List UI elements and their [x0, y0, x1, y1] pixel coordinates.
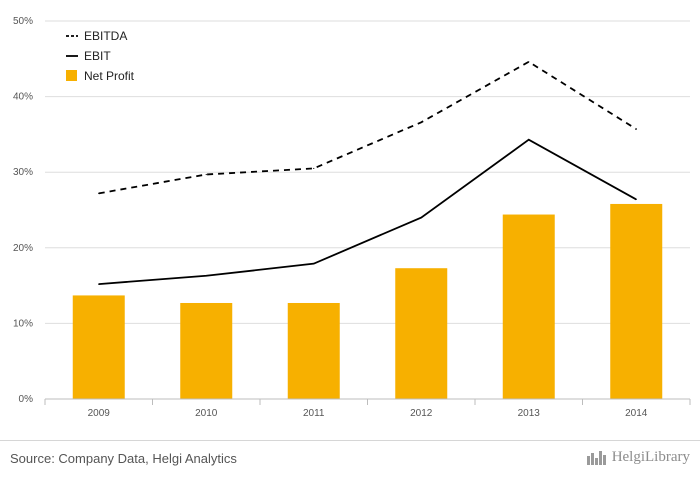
- legend-label: Net Profit: [84, 69, 135, 83]
- series-lines: [98, 60, 637, 285]
- legend-swatch-net-profit: [66, 70, 77, 81]
- x-tick-label: 2011: [303, 408, 325, 419]
- series-line-ebitda: [98, 60, 637, 195]
- grid-lines: [45, 20, 690, 324]
- legend-label: EBITDA: [84, 29, 127, 43]
- bar: [287, 302, 340, 399]
- data-point: [98, 283, 100, 285]
- data-point: [205, 173, 207, 176]
- data-point: [313, 167, 315, 170]
- y-tick-label: 20%: [13, 243, 33, 254]
- y-tick-label: 0%: [19, 394, 34, 405]
- bar: [610, 203, 663, 399]
- chart: 0%10%20%30%40%50% 2009 2010 2011 2012 2013 20…: [13, 16, 691, 419]
- x-tick-label: 2013: [518, 408, 541, 419]
- x-tick-label: 2014: [625, 408, 648, 419]
- data-point: [313, 263, 315, 265]
- bar: [502, 214, 555, 399]
- bar: [395, 268, 448, 399]
- data-point: [205, 275, 207, 277]
- y-tick-label: 40%: [13, 92, 33, 103]
- data-point: [528, 139, 530, 141]
- data-point: [98, 192, 100, 194]
- y-tick-label: 50%: [13, 16, 33, 27]
- brand-name: HelgiLibrary: [611, 449, 690, 465]
- data-point: [420, 121, 422, 123]
- y-axis: 0% 10% 20% 30% 40% 50%: [13, 16, 33, 405]
- x-tick-label: 2009: [88, 408, 111, 419]
- data-point: [635, 198, 637, 201]
- bar: [72, 295, 125, 399]
- source-text: Source: Company Data, Helgi Analytics: [10, 451, 237, 466]
- x-tick-label: 2012: [410, 408, 433, 419]
- series-line-ebit: [98, 138, 637, 285]
- library-icon: [586, 450, 606, 465]
- legend-label: EBIT: [84, 49, 111, 63]
- data-point: [420, 216, 422, 219]
- y-tick-label: 10%: [13, 318, 33, 329]
- bar: [180, 302, 233, 399]
- x-tick-label: 2010: [195, 408, 218, 419]
- brand-logo[interactable]: HelgiLibrary: [586, 449, 690, 466]
- legend: EBITDA EBIT Net Profit: [66, 29, 135, 83]
- data-point: [528, 61, 530, 63]
- bars: [72, 203, 663, 399]
- footer: Source: Company Data, Helgi Analytics He…: [0, 440, 700, 483]
- y-tick-label: 30%: [13, 167, 33, 178]
- x-axis: 2009 2010 2011 2012 2013 2014: [44, 398, 691, 419]
- data-point: [635, 128, 637, 130]
